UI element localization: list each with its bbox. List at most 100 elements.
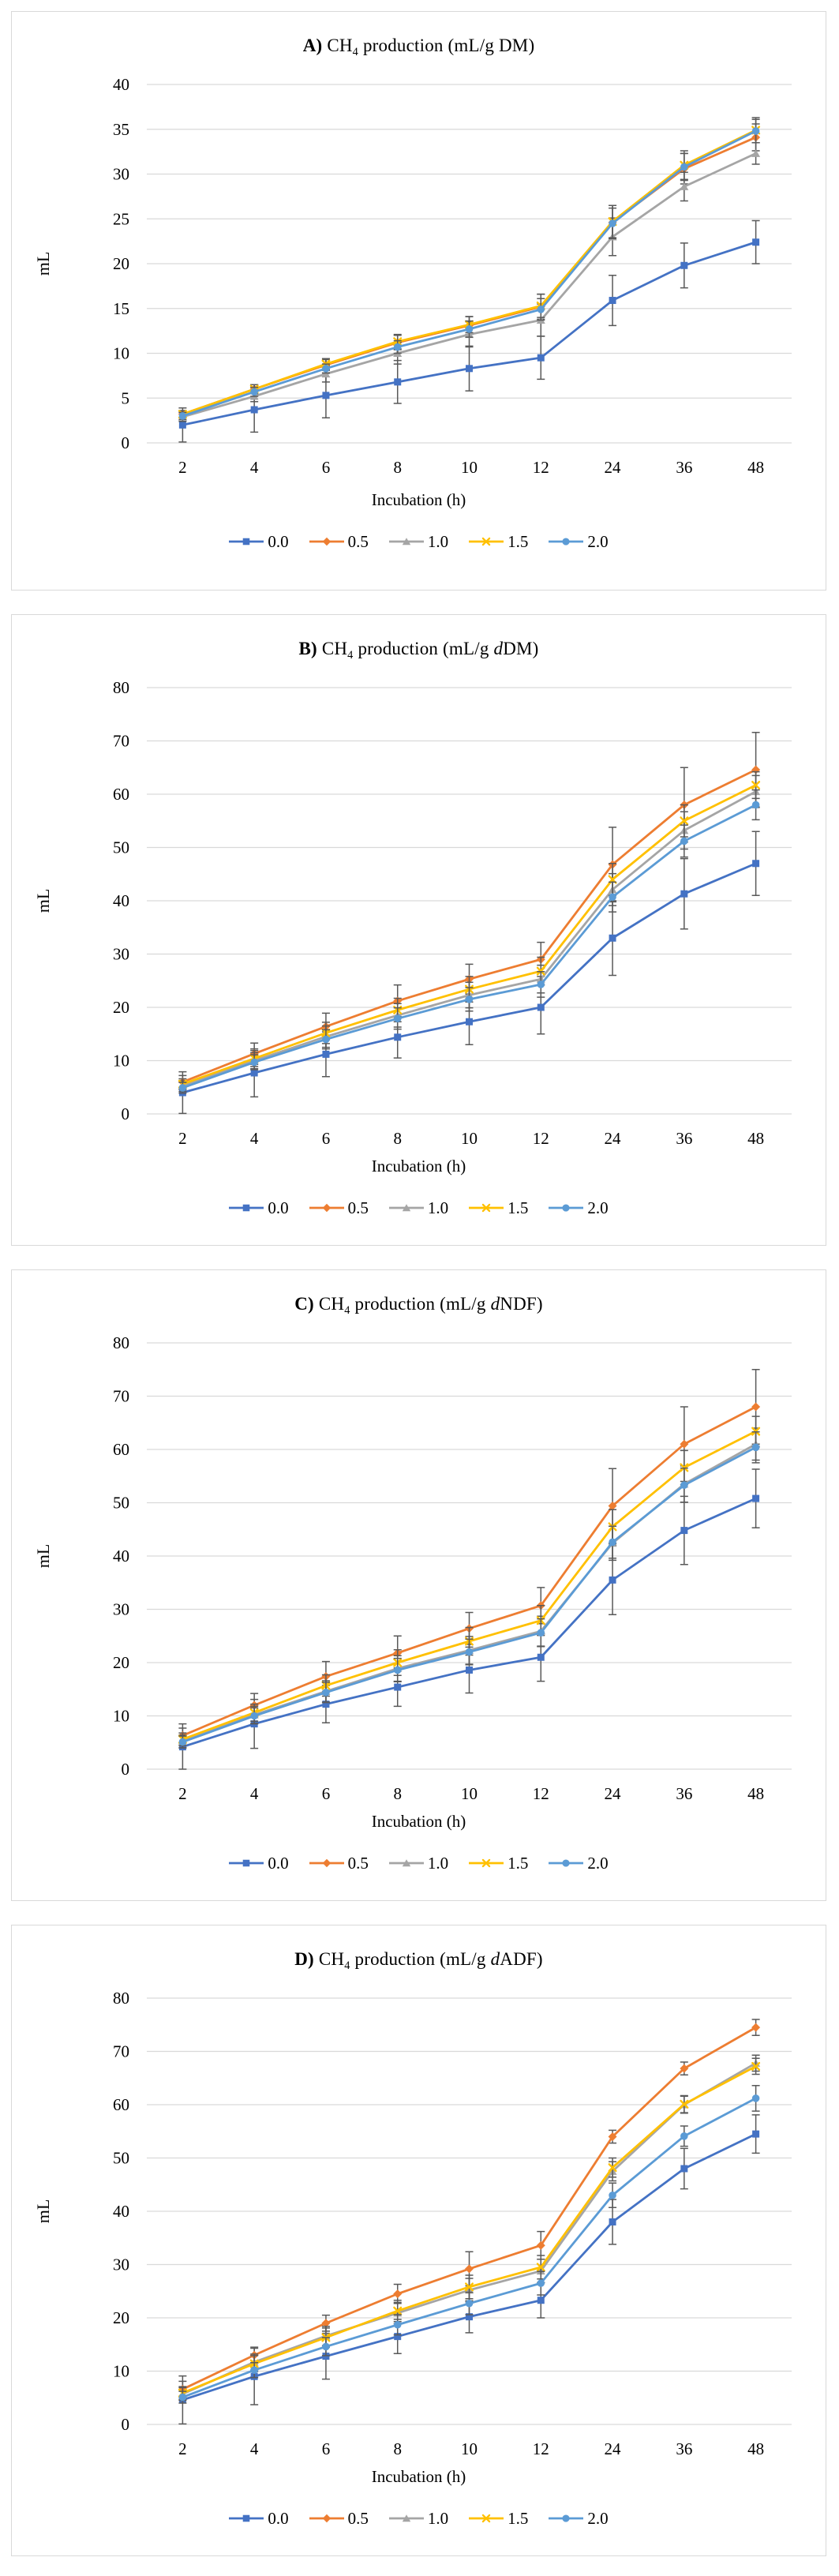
series-marker-square — [250, 406, 258, 414]
series-marker-circle — [250, 2366, 258, 2374]
series-marker-square — [680, 890, 688, 898]
legend-label: 0.0 — [268, 1198, 289, 1217]
series-marker-circle — [751, 2094, 760, 2102]
series-marker-square — [537, 1653, 545, 1661]
x-tick-label: 4 — [250, 1129, 259, 1148]
y-tick-label: 20 — [113, 1653, 129, 1672]
chart-title-segment: 4 — [347, 648, 354, 662]
series-marker-square — [394, 1683, 402, 1691]
chart-title-segment: production (mL/g — [350, 1949, 491, 1969]
chart-title-segment: production (mL/g — [350, 1294, 491, 1314]
series-marker-diamond — [393, 2289, 403, 2299]
chart-title-segment: 4 — [344, 1303, 350, 1317]
x-tick-label: 10 — [461, 458, 478, 477]
y-tick-label: 70 — [113, 731, 129, 750]
series-marker-circle — [562, 2514, 570, 2523]
series-marker-circle — [393, 343, 402, 351]
x-tick-label: 24 — [605, 1129, 622, 1148]
legend-item-0.5: 0.5 — [309, 2509, 369, 2529]
y-axis-title: mL — [33, 2199, 53, 2224]
x-tick-label: 24 — [605, 458, 622, 477]
legend-item-1.0: 1.0 — [388, 2508, 449, 2529]
series-marker-square — [243, 1860, 250, 1867]
y-tick-label: 40 — [113, 2202, 129, 2221]
series-marker-square — [466, 1018, 473, 1026]
legend-swatch — [388, 2514, 424, 2522]
series-marker-square — [680, 261, 688, 269]
series-line-1.0 — [181, 1442, 758, 1743]
series-marker-x — [481, 1859, 491, 1868]
legend-label: 1.5 — [508, 531, 529, 551]
y-tick-label: 10 — [113, 1706, 129, 1725]
x-tick-label: 4 — [250, 1784, 259, 1803]
series-marker-x — [536, 2263, 545, 2272]
series-marker-x — [481, 538, 491, 546]
legend-item-1.0: 1.0 — [388, 532, 448, 552]
x-tick-label: 2 — [178, 1129, 187, 1148]
series-marker-circle — [178, 412, 187, 420]
series-marker-triangle — [680, 182, 689, 190]
legend-item-0.5: 0.5 — [309, 532, 369, 552]
legend-swatch — [309, 1859, 344, 1868]
legend: 0.0 0.5 1.0 1.5 2.0 — [12, 532, 826, 552]
y-axis-title: mL — [33, 252, 53, 276]
legend-label: 1.0 — [427, 1853, 449, 1873]
series-marker-circle — [322, 2342, 330, 2351]
x-axis-title: Incubation (h) — [371, 1811, 466, 1831]
chart-panel-B: B) CH4 production (mL/g dDM) 0 10 20 30 40 50… — [11, 614, 826, 1246]
legend-label: 2.0 — [587, 531, 609, 551]
y-tick-label: 70 — [113, 2042, 129, 2060]
y-tick-label: 30 — [113, 2255, 129, 2274]
x-tick-label: 48 — [747, 1129, 764, 1148]
series-marker-circle — [609, 2191, 616, 2199]
series-marker-diamond — [536, 2240, 545, 2250]
series-marker-circle — [465, 325, 474, 333]
legend-item-1.5: 1.5 — [469, 1198, 528, 1218]
series-marker-triangle — [751, 149, 761, 157]
x-tick-label: 8 — [393, 1784, 402, 1803]
chart-title: B) CH4 production (mL/g dDM) — [12, 639, 826, 662]
chart-title: A) CH4 production (mL/g DM) — [12, 36, 826, 59]
series-marker-square — [537, 1003, 545, 1011]
y-tick-label: 0 — [122, 1104, 130, 1123]
legend-swatch — [309, 1204, 344, 1213]
legend-label: 1.0 — [427, 2508, 449, 2528]
series-marker-circle — [751, 801, 760, 809]
series-line-0.5 — [181, 2026, 758, 2390]
series-marker-square — [752, 1494, 760, 1502]
series-marker-square — [243, 538, 250, 546]
x-tick-label: 48 — [747, 2439, 764, 2458]
series-marker-circle — [178, 2393, 187, 2402]
x-tick-label: 12 — [533, 1784, 549, 1803]
series-1.5 — [178, 2057, 761, 2401]
series-marker-circle — [609, 1538, 616, 1547]
series-2.0 — [178, 1430, 760, 1749]
series-2.0 — [178, 118, 760, 421]
chart-title-segment: 4 — [344, 1959, 350, 1972]
legend-swatch — [549, 1859, 584, 1868]
series-marker-circle — [562, 1204, 570, 1213]
chart-title-segment: 4 — [352, 45, 358, 58]
chart-title: C) CH4 production (mL/g dNDF) — [12, 1294, 826, 1318]
y-tick-label: 40 — [113, 891, 129, 910]
series-marker-x — [481, 2514, 491, 2523]
x-tick-label: 2 — [178, 1784, 187, 1803]
legend: 0.0 0.5 1.0 1.5 2.0 — [12, 1198, 826, 1218]
series-marker-diamond — [751, 2023, 761, 2032]
y-tick-label: 30 — [113, 164, 129, 183]
series-marker-circle — [178, 1084, 187, 1092]
legend-item-2.0: 2.0 — [549, 2509, 609, 2529]
legend-swatch — [549, 538, 584, 546]
series-marker-circle — [322, 1035, 330, 1044]
series-marker-diamond — [680, 1439, 689, 1449]
series-marker-diamond — [322, 2514, 331, 2523]
legend-label: 0.5 — [347, 531, 369, 551]
y-tick-label: 0 — [122, 2415, 130, 2434]
series-marker-circle — [393, 1666, 402, 1674]
series-marker-square — [322, 1700, 330, 1708]
series-marker-square — [394, 1033, 402, 1041]
y-tick-label: 5 — [122, 388, 130, 407]
x-tick-label: 8 — [393, 2439, 402, 2458]
